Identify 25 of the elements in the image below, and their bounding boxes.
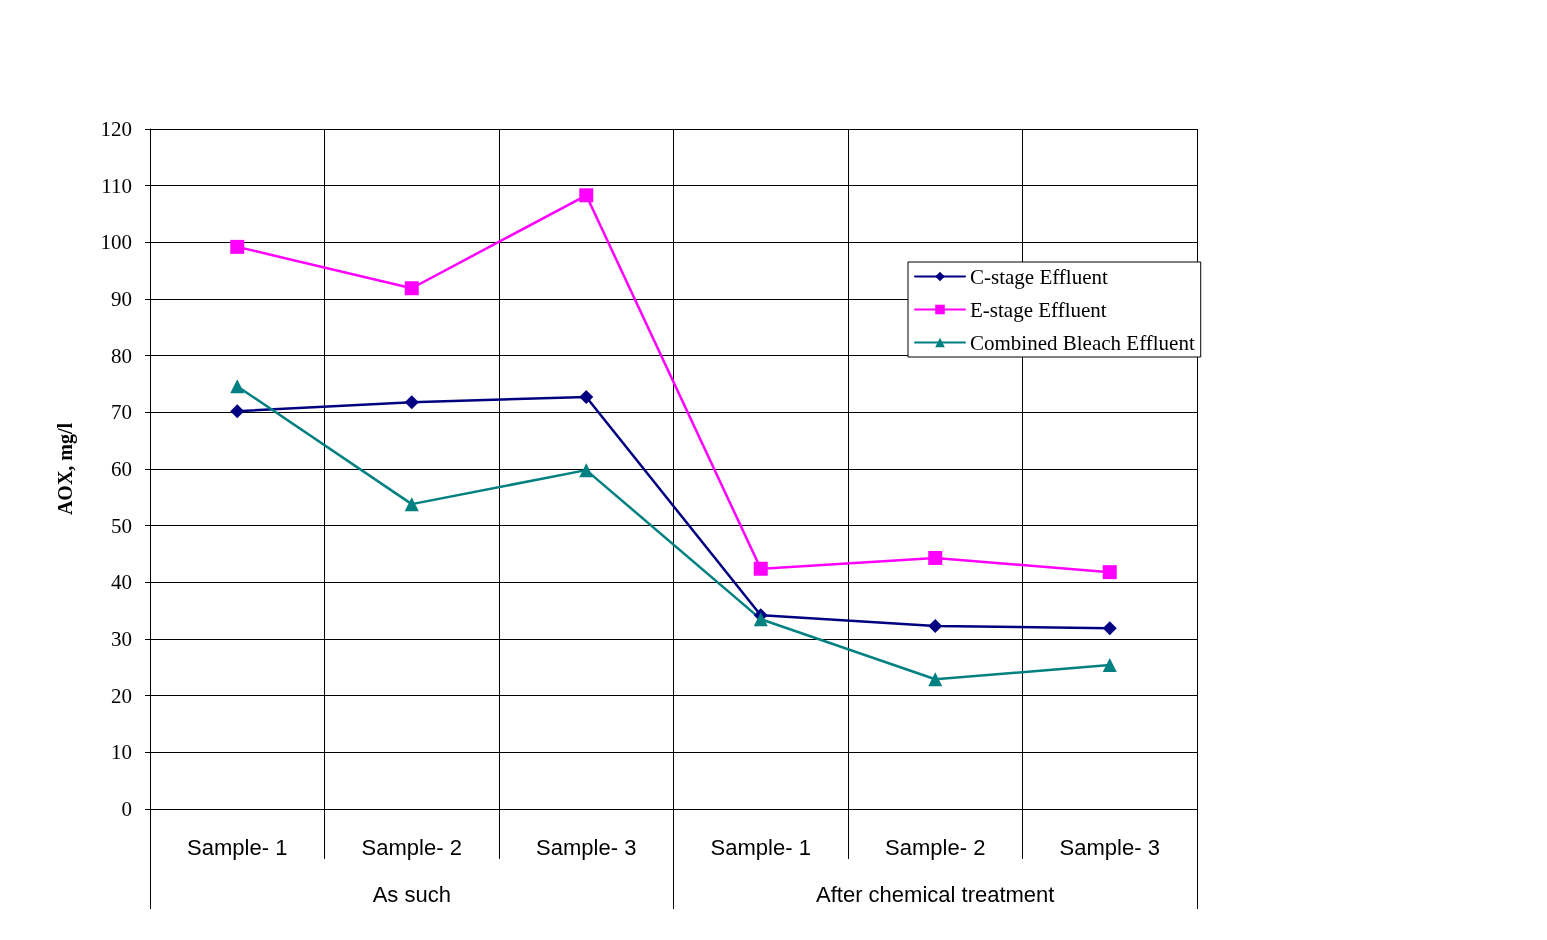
- text: As such: [372, 881, 451, 907]
- legend-label: C-stage Effluent: [970, 264, 1108, 289]
- y-tick-label: 90: [111, 287, 132, 311]
- y-tick-label: 110: [101, 173, 132, 198]
- legend-label: E-stage Effluent: [970, 297, 1107, 322]
- x-tick-label: Sample- 1: [710, 834, 811, 860]
- text: After chemical treatment: [816, 881, 1055, 907]
- y-axis-title: AOX, mg/l: [54, 422, 77, 516]
- x-tick-label: Sample- 1: [187, 834, 288, 860]
- y-tick-label: 120: [100, 117, 132, 141]
- y-tick-label: 50: [111, 513, 132, 538]
- legend-label: Combined Bleach Effluent: [970, 330, 1195, 355]
- y-tick-label: 80: [111, 343, 132, 368]
- x-tick-label: Sample- 2: [361, 834, 462, 860]
- y-tick-label: 60: [111, 457, 132, 481]
- y-tick-label: 30: [111, 627, 132, 651]
- y-tick-label: 10: [111, 740, 132, 765]
- y-tick-label: 100: [100, 230, 132, 255]
- x-tick-label: Sample- 2: [885, 834, 986, 860]
- y-tick-label: 40: [111, 570, 132, 595]
- x-tick-label: Sample- 3: [536, 834, 637, 860]
- y-tick-label: 20: [111, 683, 132, 708]
- y-tick-label: 70: [111, 400, 132, 425]
- y-tick-label: 0: [121, 797, 132, 821]
- x-tick-label: Sample- 3: [1059, 834, 1160, 860]
